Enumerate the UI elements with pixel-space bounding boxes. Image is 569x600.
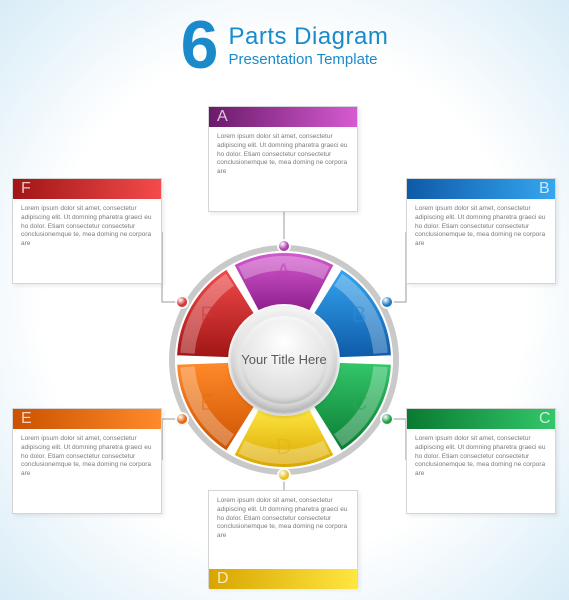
callout-text-a: Lorem ipsum dolor sit amet, consectetur …: [209, 127, 357, 185]
center-title: Your Title Here: [241, 352, 327, 368]
connector-dot-f: [177, 297, 187, 307]
callout-box-e: ELorem ipsum dolor sit amet, consectetur…: [12, 408, 162, 514]
callout-text-b: Lorem ipsum dolor sit amet, consectetur …: [407, 199, 555, 257]
callout-text-d: Lorem ipsum dolor sit amet, consectetur …: [209, 491, 357, 569]
callout-bar-f: F: [13, 179, 161, 199]
callout-text-c: Lorem ipsum dolor sit amet, consectetur …: [407, 429, 555, 487]
center-hub-inner: Your Title Here: [240, 316, 328, 404]
connector-dot-e: [177, 414, 187, 424]
callout-letter-c: C: [539, 410, 551, 428]
connector-dot-d: [279, 470, 289, 480]
callout-box-c: CLorem ipsum dolor sit amet, consectetur…: [406, 408, 556, 514]
callout-bar-b: B: [407, 179, 555, 199]
center-hub: Your Title Here: [231, 307, 337, 413]
connector-dot-c: [382, 414, 392, 424]
callout-text-e: Lorem ipsum dolor sit amet, consectetur …: [13, 429, 161, 487]
callout-text-f: Lorem ipsum dolor sit amet, consectetur …: [13, 199, 161, 257]
callout-bar-e: E: [13, 409, 161, 429]
segment-letter-d: D: [276, 434, 292, 460]
segment-letter-f: F: [200, 302, 213, 328]
callout-bar-c: C: [407, 409, 555, 429]
segment-letter-b: B: [352, 302, 367, 328]
callout-box-f: FLorem ipsum dolor sit amet, consectetur…: [12, 178, 162, 284]
callout-letter-a: A: [217, 108, 228, 126]
callout-box-a: ALorem ipsum dolor sit amet, consectetur…: [208, 106, 358, 212]
diagram-stage: Your Title Here ABCDEFALorem ipsum dolor…: [0, 0, 569, 600]
connector-dot-a: [279, 241, 289, 251]
callout-bar-d: D: [209, 569, 357, 589]
segment-letter-a: A: [276, 259, 291, 285]
connector-dot-b: [382, 297, 392, 307]
callout-letter-b: B: [539, 180, 550, 198]
segment-letter-c: C: [352, 390, 368, 416]
segment-letter-e: E: [200, 390, 215, 416]
callout-letter-e: E: [21, 410, 32, 428]
callout-letter-f: F: [21, 180, 31, 198]
callout-box-d: Lorem ipsum dolor sit amet, consectetur …: [208, 490, 358, 588]
callout-letter-d: D: [217, 570, 229, 588]
callout-box-b: BLorem ipsum dolor sit amet, consectetur…: [406, 178, 556, 284]
callout-bar-a: A: [209, 107, 357, 127]
